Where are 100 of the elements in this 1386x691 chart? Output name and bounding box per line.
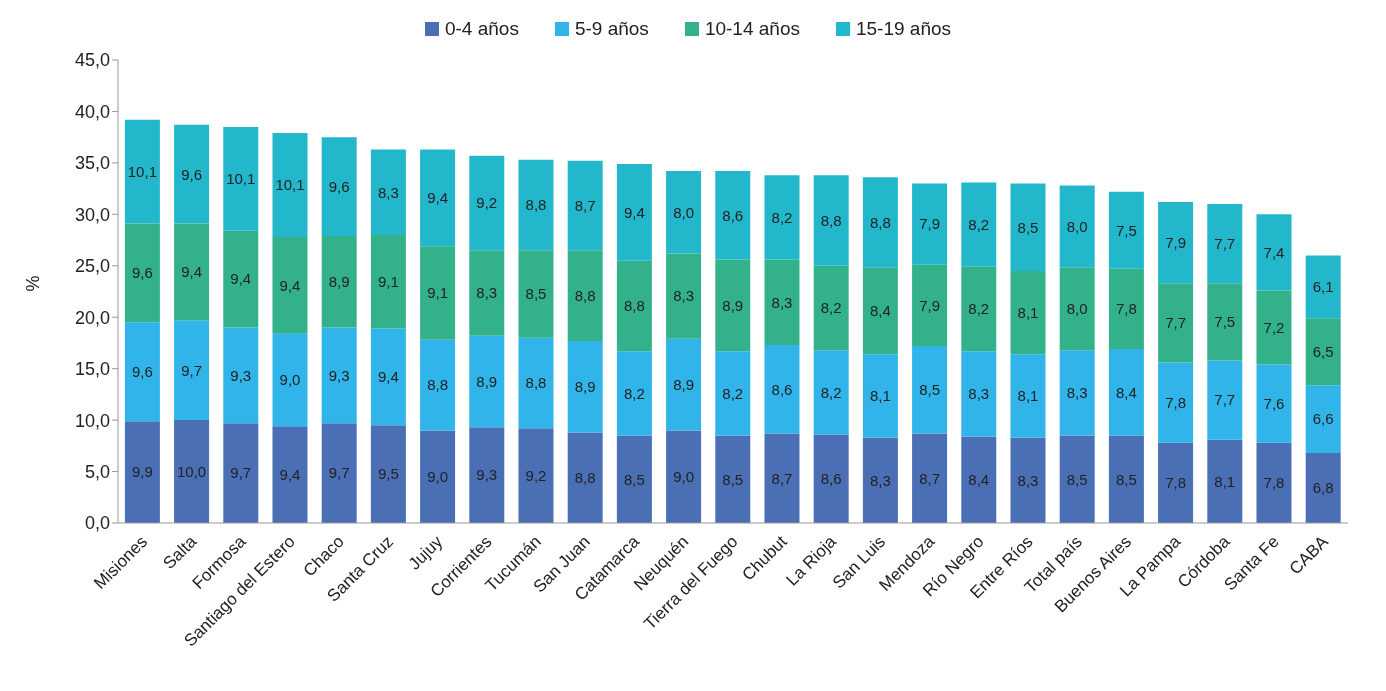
data-label: 8,7: [574, 196, 596, 214]
bar: [1158, 201, 1194, 284]
bar: [1059, 185, 1095, 268]
bar: [1010, 437, 1046, 523]
data-label: 8,5: [1017, 218, 1039, 236]
bar: [272, 426, 308, 523]
bar: [420, 339, 456, 431]
bar: [715, 435, 751, 523]
bar: [1207, 439, 1243, 523]
bar: [321, 137, 357, 236]
data-label: 8,4: [1115, 383, 1137, 401]
data-label: 8,8: [525, 374, 547, 392]
data-label: 7,4: [1263, 243, 1285, 261]
data-label: 7,8: [1165, 393, 1187, 411]
bar: [1305, 318, 1341, 386]
data-label: 9,6: [328, 177, 350, 195]
y-tick-label: 5,0: [84, 461, 110, 482]
bar: [912, 264, 948, 347]
bar: [961, 436, 997, 523]
data-label: 8,2: [771, 208, 793, 226]
data-label: 8,8: [623, 297, 645, 315]
data-label: 8,3: [771, 293, 793, 311]
bar: [862, 354, 898, 438]
y-tick-label: 25,0: [74, 256, 110, 277]
bar: [223, 126, 259, 231]
data-label: 9,3: [328, 366, 350, 384]
data-label: 6,6: [1312, 410, 1334, 428]
data-label: 7,5: [1115, 221, 1137, 239]
data-label: 9,1: [377, 273, 399, 291]
bar: [1256, 290, 1292, 365]
data-label: 8,2: [968, 300, 990, 318]
data-label: 9,6: [131, 363, 153, 381]
data-label: 8,1: [1017, 303, 1039, 321]
bar: [1108, 435, 1144, 523]
bar: [1158, 442, 1194, 523]
data-label: 9,0: [279, 371, 301, 389]
data-label: 8,5: [1115, 470, 1137, 488]
bar: [321, 327, 357, 424]
bar: [567, 160, 603, 251]
data-label: 8,5: [525, 285, 547, 303]
bar: [567, 250, 603, 341]
y-tick-label: 45,0: [74, 50, 110, 71]
bar: [321, 235, 357, 328]
bar: [961, 351, 997, 437]
bar: [1158, 283, 1194, 363]
data-label: 10,0: [176, 462, 207, 480]
bar: [1059, 435, 1095, 523]
data-label: 9,6: [181, 165, 203, 183]
data-label: 8,4: [968, 471, 990, 489]
bar: [469, 250, 505, 336]
bar: [420, 430, 456, 523]
data-label: 8,2: [820, 299, 842, 317]
data-label: 8,9: [673, 375, 695, 393]
bar: [1059, 350, 1095, 436]
data-label: 8,0: [1066, 218, 1088, 235]
data-label: 8,8: [427, 376, 449, 394]
bar: [862, 177, 898, 268]
data-label: 8,6: [820, 470, 842, 488]
bar: [370, 425, 406, 523]
bar: [174, 420, 210, 523]
data-label: 8,0: [1066, 300, 1088, 318]
bar: [1108, 268, 1144, 350]
data-label: 8,5: [623, 470, 645, 488]
data-label: 8,4: [869, 302, 891, 320]
data-label: 8,7: [919, 469, 941, 487]
bar: [912, 433, 948, 523]
bar: [616, 435, 652, 523]
bar: [272, 133, 308, 237]
y-tick-label: 40,0: [74, 101, 110, 122]
data-label: 8,3: [673, 287, 695, 305]
data-label: 9,2: [476, 194, 498, 212]
data-label: 9,3: [230, 366, 252, 384]
bar: [1108, 191, 1144, 269]
data-label: 9,1: [427, 284, 449, 302]
data-label: 8,2: [722, 384, 744, 402]
bar: [764, 345, 800, 434]
data-label: 9,4: [623, 203, 645, 221]
y-tick-label: 20,0: [74, 307, 110, 328]
y-tick-label: 35,0: [74, 153, 110, 174]
bar: [715, 259, 751, 352]
data-label: 8,9: [574, 378, 596, 395]
data-label: 8,2: [623, 384, 645, 402]
bar: [469, 427, 505, 523]
y-tick-label: 30,0: [74, 204, 110, 225]
bar: [1010, 270, 1046, 355]
data-label: 8,8: [820, 211, 842, 229]
bar: [567, 340, 603, 433]
data-label: 9,4: [279, 465, 301, 483]
bar: [862, 267, 898, 355]
data-label: 7,7: [1214, 234, 1236, 252]
data-label: 8,8: [525, 196, 547, 214]
bar: [912, 346, 948, 434]
bar: [124, 223, 160, 323]
bar: [174, 124, 210, 224]
bar: [666, 430, 702, 523]
bar: [124, 421, 160, 523]
bar: [370, 328, 406, 426]
data-label: 7,9: [1165, 233, 1187, 251]
data-label: 7,8: [1165, 474, 1187, 492]
data-label: 7,7: [1165, 314, 1187, 332]
